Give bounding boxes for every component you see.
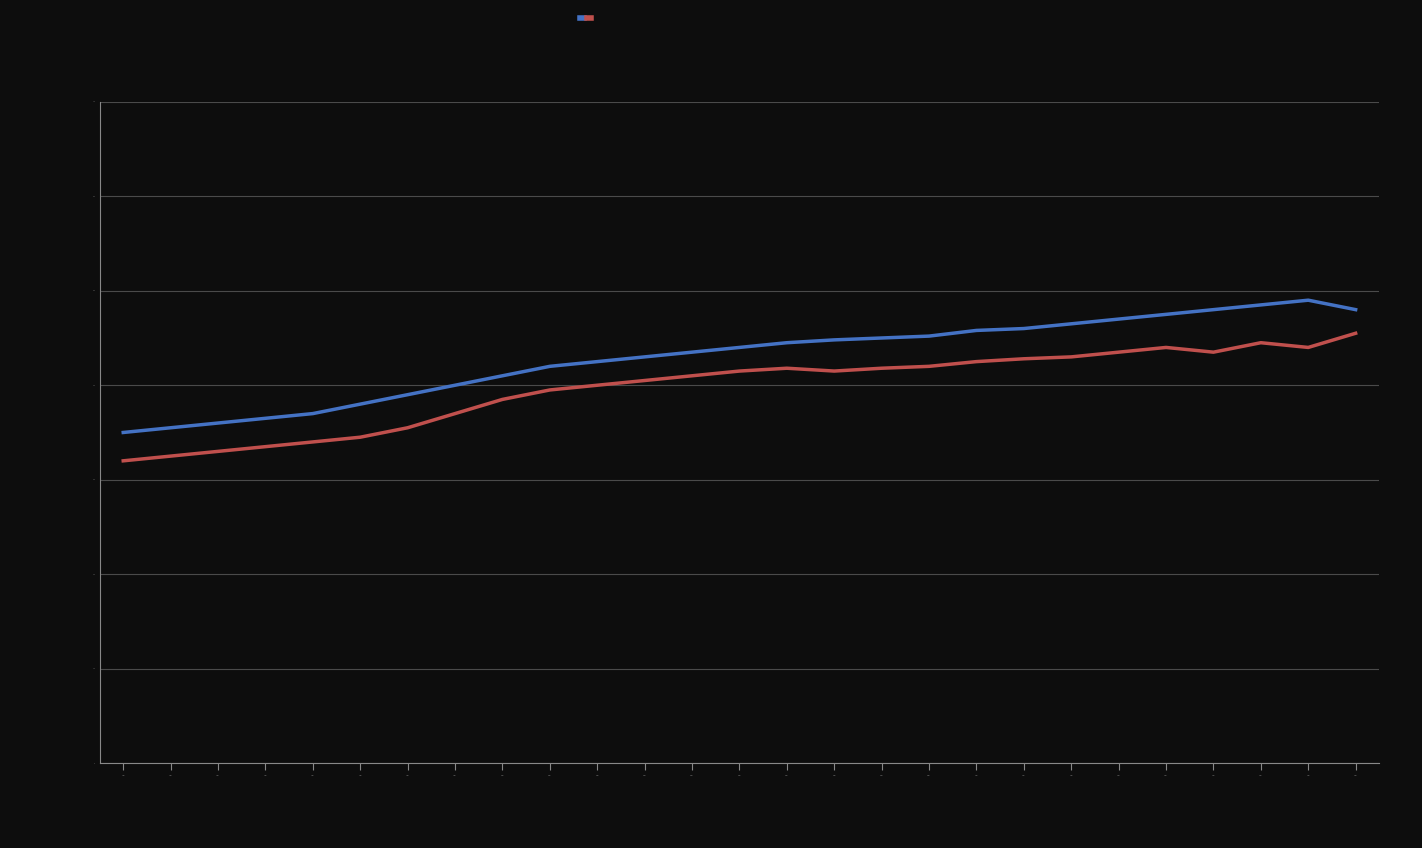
Legend: , : , xyxy=(580,16,592,19)
